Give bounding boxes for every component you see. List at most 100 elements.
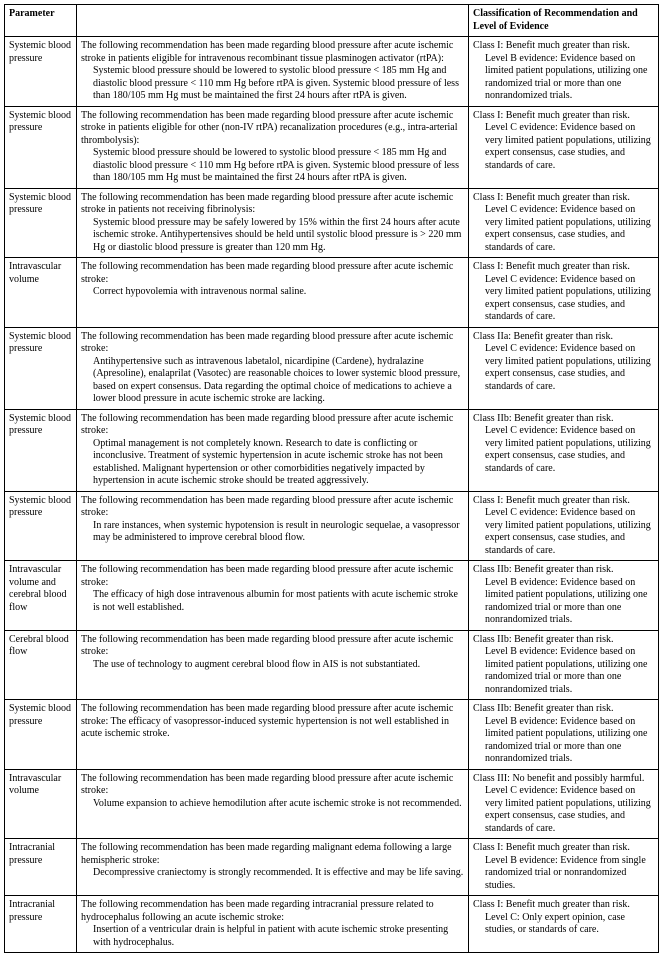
cell-parameter: Cerebral blood flow xyxy=(5,630,77,700)
class-line: Class I: Benefit much greater than risk. xyxy=(473,192,630,203)
evidence-line: Level C evidence: Evidence based on very… xyxy=(473,274,654,324)
desc-body: The efficacy of high dose intravenous al… xyxy=(81,589,464,614)
evidence-line: Level C: Only expert opinion, case studi… xyxy=(473,912,654,937)
cell-description: The following recommendation has been ma… xyxy=(77,630,469,700)
cell-description: The following recommendation has been ma… xyxy=(77,769,469,839)
header-classification: Classification of Recommendation and Lev… xyxy=(469,5,659,37)
desc-body: Insertion of a ventricular drain is help… xyxy=(81,924,464,949)
cell-description: The following recommendation has been ma… xyxy=(77,491,469,561)
evidence-line: Level B evidence: Evidence based on limi… xyxy=(473,53,654,103)
recommendations-table: Parameter Classification of Recommendati… xyxy=(4,4,659,953)
evidence-line: Level B evidence: Evidence based on limi… xyxy=(473,716,654,766)
cell-classification: Class I: Benefit much greater than risk.… xyxy=(469,258,659,328)
desc-intro: The following recommendation has been ma… xyxy=(81,110,458,146)
class-line: Class IIb: Benefit greater than risk. xyxy=(473,634,614,645)
class-line: Class I: Benefit much greater than risk. xyxy=(473,40,630,51)
cell-parameter: Systemic blood pressure xyxy=(5,188,77,258)
cell-parameter: Systemic blood pressure xyxy=(5,491,77,561)
cell-description: The following recommendation has been ma… xyxy=(77,896,469,953)
cell-classification: Class III: No benefit and possibly harmf… xyxy=(469,769,659,839)
desc-body: In rare instances, when systemic hypoten… xyxy=(81,520,464,545)
desc-intro: The following recommendation has been ma… xyxy=(81,842,452,866)
desc-body: Systemic blood pressure should be lowere… xyxy=(81,147,464,185)
cell-classification: Class IIb: Benefit greater than risk. Lev… xyxy=(469,561,659,631)
desc-intro: The following recommendation has been ma… xyxy=(81,899,434,923)
cell-description: The following recommendation has been ma… xyxy=(77,839,469,896)
cell-parameter: Intravascular volume and cerebral blood … xyxy=(5,561,77,631)
table-row: Systemic blood pressureThe following rec… xyxy=(5,409,659,491)
cell-description: The following recommendation has been ma… xyxy=(77,700,469,770)
desc-body: Systemic blood pressure may be safely lo… xyxy=(81,217,464,255)
cell-parameter: Intracranial pressure xyxy=(5,839,77,896)
table-row: Intravascular volumeThe following recomm… xyxy=(5,769,659,839)
class-line: Class IIb: Benefit greater than risk. xyxy=(473,703,614,714)
evidence-line: Level C evidence: Evidence based on very… xyxy=(473,343,654,393)
cell-classification: Class I: Benefit much greater than risk.… xyxy=(469,491,659,561)
cell-parameter: Systemic blood pressure xyxy=(5,327,77,409)
class-line: Class I: Benefit much greater than risk. xyxy=(473,261,630,272)
desc-intro: The following recommendation has been ma… xyxy=(81,564,453,588)
cell-description: The following recommendation has been ma… xyxy=(77,106,469,188)
table-row: Systemic blood pressureThe following rec… xyxy=(5,327,659,409)
table-row: Intravascular volume and cerebral blood … xyxy=(5,561,659,631)
class-line: Class I: Benefit much greater than risk. xyxy=(473,842,630,853)
cell-description: The following recommendation has been ma… xyxy=(77,327,469,409)
evidence-line: Level B evidence: Evidence from single r… xyxy=(473,855,654,893)
cell-parameter: Intravascular volume xyxy=(5,258,77,328)
table-row: Systemic blood pressureThe following rec… xyxy=(5,106,659,188)
desc-body: Optimal management is not completely kno… xyxy=(81,438,464,488)
cell-parameter: Intracranial pressure xyxy=(5,896,77,953)
cell-parameter: Systemic blood pressure xyxy=(5,409,77,491)
header-description xyxy=(77,5,469,37)
table-row: Cerebral blood flowThe following recomme… xyxy=(5,630,659,700)
cell-classification: Class I: Benefit much greater than risk.… xyxy=(469,188,659,258)
evidence-line: Level B evidence: Evidence based on limi… xyxy=(473,577,654,627)
cell-classification: Class IIb: Benefit greater than risk.Lev… xyxy=(469,409,659,491)
table-row: Systemic blood pressureThe following rec… xyxy=(5,700,659,770)
table-row: Intracranial pressureThe following recom… xyxy=(5,896,659,953)
class-line: Class I: Benefit much greater than risk. xyxy=(473,495,630,506)
desc-intro: The following recommendation has been ma… xyxy=(81,413,453,437)
cell-description: The following recommendation has been ma… xyxy=(77,37,469,107)
class-line: Class IIb: Benefit greater than risk. xyxy=(473,413,614,424)
class-line: Class III: No benefit and possibly harmf… xyxy=(473,773,644,784)
desc-body: Correct hypovolemia with intravenous nor… xyxy=(81,286,464,299)
cell-parameter: Intravascular volume xyxy=(5,769,77,839)
table-row: Intracranial pressureThe following recom… xyxy=(5,839,659,896)
evidence-line: Level B evidence: Evidence based on limi… xyxy=(473,646,654,696)
header-parameter: Parameter xyxy=(5,5,77,37)
table-header-row: Parameter Classification of Recommendati… xyxy=(5,5,659,37)
class-line: Class IIa: Benefit greater than risk. xyxy=(473,331,613,342)
desc-body: Decompressive craniectomy is strongly re… xyxy=(81,867,464,880)
table-row: Systemic blood pressureThe following rec… xyxy=(5,491,659,561)
cell-parameter: Systemic blood pressure xyxy=(5,106,77,188)
desc-intro: The following recommendation has been ma… xyxy=(81,192,453,216)
desc-intro: The following recommendation has been ma… xyxy=(81,773,453,797)
table-row: Systemic blood pressureThe following rec… xyxy=(5,37,659,107)
cell-description: The following recommendation has been ma… xyxy=(77,188,469,258)
cell-parameter: Systemic blood pressure xyxy=(5,700,77,770)
desc-body: Systemic blood pressure should be lowere… xyxy=(81,65,464,103)
cell-description: The following recommendation has been ma… xyxy=(77,561,469,631)
class-line: Class IIb: Benefit greater than risk. xyxy=(473,564,614,575)
table-row: Systemic blood pressureThe following rec… xyxy=(5,188,659,258)
evidence-line: Level C evidence: Evidence based on very… xyxy=(473,425,654,475)
cell-classification: Class IIb: Benefit greater than risk.Lev… xyxy=(469,630,659,700)
cell-classification: Class I: Benefit much greater than risk.… xyxy=(469,37,659,107)
desc-intro: The following recommendation has been ma… xyxy=(81,703,453,739)
cell-parameter: Systemic blood pressure xyxy=(5,37,77,107)
cell-classification: Class I: Benefit much greater than risk.… xyxy=(469,839,659,896)
desc-intro: The following recommendation has been ma… xyxy=(81,40,453,64)
evidence-line: Level C evidence: Evidence based on very… xyxy=(473,785,654,835)
cell-classification: Class IIb: Benefit greater than risk. Lev… xyxy=(469,700,659,770)
desc-body: Volume expansion to achieve hemodilution… xyxy=(81,798,464,811)
cell-description: The following recommendation has been ma… xyxy=(77,409,469,491)
desc-body: Antihypertensive such as intravenous lab… xyxy=(81,356,464,406)
cell-classification: Class I: Benefit much greater than risk.… xyxy=(469,896,659,953)
desc-intro: The following recommendation has been ma… xyxy=(81,261,453,285)
evidence-line: Level C evidence: Evidence based on very… xyxy=(473,204,654,254)
desc-intro: The following recommendation has been ma… xyxy=(81,495,453,519)
desc-body: The use of technology to augment cerebra… xyxy=(81,659,464,672)
class-line: Class I: Benefit much greater than risk. xyxy=(473,899,630,910)
desc-intro: The following recommendation has been ma… xyxy=(81,331,453,355)
